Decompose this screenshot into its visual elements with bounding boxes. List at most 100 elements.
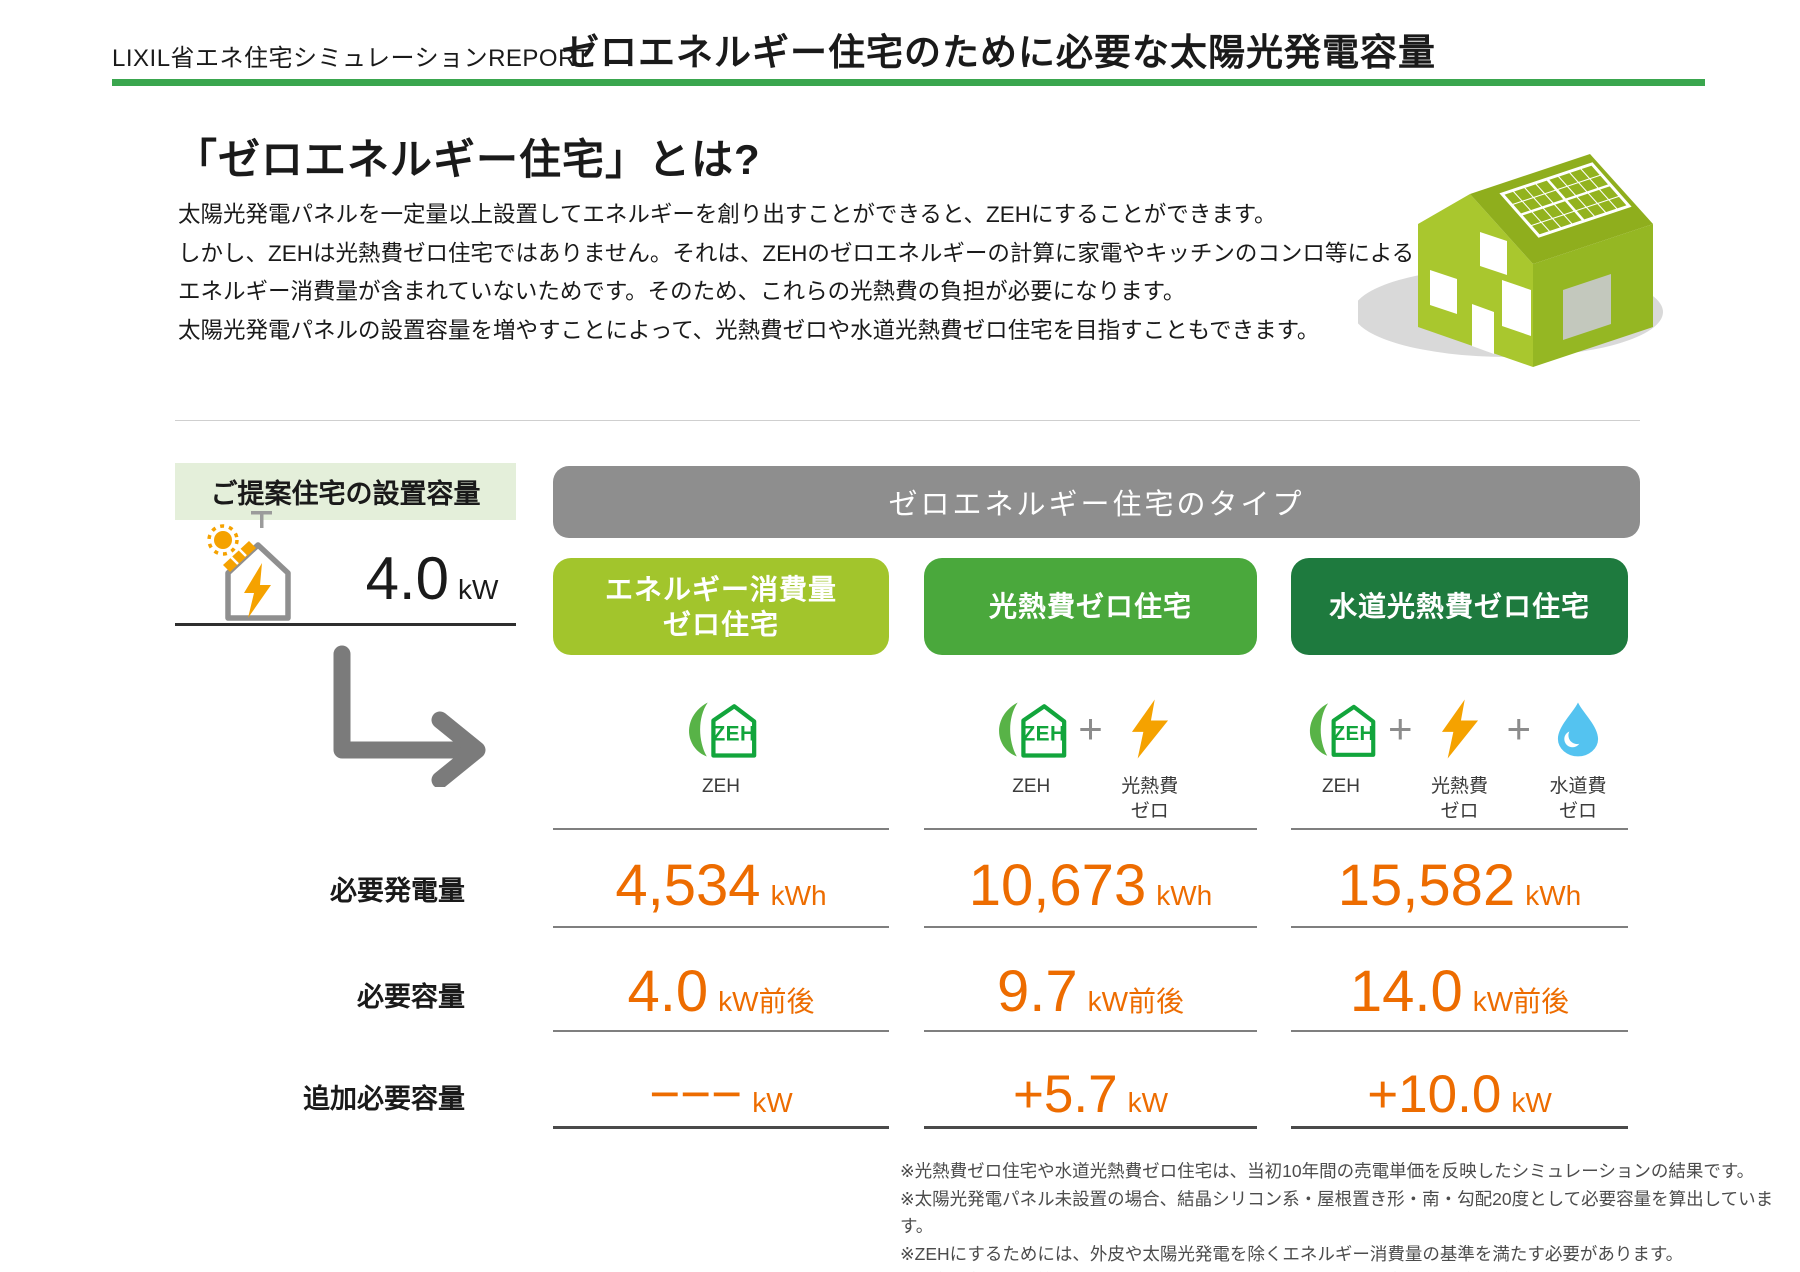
flow-arrow-icon — [320, 642, 515, 792]
column-title: 水道光熱費ゼロ住宅 — [1291, 558, 1628, 655]
badge-label: ZEH — [1321, 776, 1360, 797]
badge-unit-lightning: 光熱費 ゼロ — [1108, 692, 1192, 824]
row-label-additional-capacity: 追加必要容量 — [303, 1084, 465, 1114]
value-unit: kW前後 — [1472, 986, 1570, 1017]
column-title: エネルギー消費量 ゼロ住宅 — [553, 558, 889, 655]
value-unit: kW — [752, 1087, 793, 1118]
value-number: 15,582 — [1337, 853, 1516, 918]
footnote-line: ※太陽光発電パネル未設置の場合、結晶シリコン系・屋根置き形・南・勾配20度として… — [900, 1188, 1774, 1237]
svg-text:ZEH: ZEH — [712, 722, 755, 745]
column-title: 光熱費ゼロ住宅 — [924, 558, 1257, 655]
value-number: 4.0 — [627, 959, 709, 1024]
section-divider — [175, 420, 1640, 421]
additional-capacity-value: +10.0 kW — [1291, 1062, 1628, 1128]
svg-text:ZEH: ZEH — [1023, 722, 1066, 745]
required-capacity-value: 4.0 kW前後 — [553, 956, 889, 1028]
required-generation-value: 4,534 kWh — [553, 850, 889, 922]
intro-line: エネルギー消費量が含まれていないためです。そのため、これらの光熱費の負担が必要に… — [178, 279, 1186, 304]
value-unit: kWh — [770, 880, 827, 911]
badge-unit-zeh: ZEH ZEH — [1299, 692, 1383, 799]
value-unit: kW — [1511, 1087, 1552, 1118]
intro-line: 太陽光発電パネルの設置容量を増やすことによって、光熱費ゼロや水道光熱費ゼロ住宅を… — [178, 317, 1320, 343]
value-number: +5.7 — [1012, 1065, 1118, 1124]
value-underline — [924, 1126, 1257, 1129]
plus-sign: + — [1387, 705, 1413, 752]
value-unit: kWh — [1525, 880, 1582, 911]
badge-row: ZEH ZEH — [553, 692, 889, 799]
column-rule — [924, 828, 1257, 830]
badge-row: ZEH ZEH + 光熱費 ゼロ + — [1291, 692, 1628, 824]
proposal-capacity-value: 4.0 kW — [348, 540, 516, 618]
svg-text:ZEH: ZEH — [1333, 723, 1375, 745]
additional-capacity-value: +5.7 kW — [924, 1062, 1257, 1128]
solar-home-icon — [198, 505, 303, 630]
solar-house-illustration-icon — [1353, 112, 1688, 379]
page-title: ゼロエネルギー住宅のために必要な太陽光発電容量 — [562, 32, 1436, 73]
row-label-required-capacity: 必要容量 — [357, 982, 465, 1012]
footnotes: ※光熱費ゼロ住宅や水道光熱費ゼロ住宅は、当初10年間の売電単価を反映したシミュレ… — [900, 1158, 1800, 1272]
value-number: 9.7 — [996, 959, 1078, 1024]
value-underline — [553, 926, 889, 928]
footnote-line: ※一定の条件下で算出した値であり、実際の必要発電量や必要容量とは差異が生じます。 — [900, 1268, 1800, 1272]
value-unit: kWh — [1156, 880, 1213, 911]
row-label-required-generation: 必要発電量 — [330, 876, 465, 906]
badge-unit-water: 水道費 ゼロ — [1536, 692, 1620, 824]
zeh-badge-icon: ZEH — [1306, 692, 1376, 766]
footnote-line: ※ZEHにするためには、外皮や太陽光発電を除くエネルギー消費量の基準を満たす必要… — [900, 1243, 1684, 1264]
value-underline — [1291, 926, 1628, 928]
required-capacity-value: 9.7 kW前後 — [924, 956, 1257, 1028]
value-number: 14.0 — [1349, 959, 1463, 1024]
badge-label: ZEH — [1012, 776, 1051, 797]
value-number: 10,673 — [968, 853, 1147, 918]
proposal-capacity-label-text: ご提案住宅の設置容量 — [210, 479, 481, 509]
badge-label: ZEH — [702, 776, 740, 797]
value-unit: kW — [1127, 1087, 1169, 1118]
value-underline — [1291, 1030, 1628, 1032]
proposal-capacity-label: ご提案住宅の設置容量 — [175, 463, 516, 520]
column-water-utility-zero: 水道光熱費ゼロ住宅 ZEH ZEH + 光 — [1291, 558, 1628, 1129]
plus-sign: + — [1078, 705, 1103, 752]
types-header-text: ゼロエネルギー住宅のタイプ — [888, 489, 1305, 521]
badge-label: 光熱費 ゼロ — [1430, 776, 1488, 822]
badge-row: ZEH ZEH + 光熱費 ゼロ — [924, 692, 1257, 824]
badge-label: 水道費 ゼロ — [1549, 776, 1607, 822]
additional-capacity-value: −−− kW — [553, 1062, 889, 1128]
value-number: −−− — [649, 1065, 743, 1124]
value-unit: kW前後 — [1087, 986, 1185, 1017]
zeh-badge-icon: ZEH — [995, 692, 1067, 766]
value-underline — [924, 926, 1257, 928]
lightning-icon — [1131, 692, 1169, 766]
required-generation-value: 10,673 kWh — [924, 850, 1257, 922]
value-underline — [924, 1030, 1257, 1032]
value-unit: kW前後 — [718, 986, 815, 1017]
required-capacity-value: 14.0 kW前後 — [1291, 956, 1628, 1028]
plus-sign: + — [1506, 705, 1532, 752]
column-rule — [1291, 828, 1628, 830]
required-generation-value: 15,582 kWh — [1291, 850, 1628, 922]
water-drop-icon — [1557, 692, 1599, 766]
proposal-underline — [175, 623, 516, 626]
proposal-capacity-number: 4.0 — [365, 545, 449, 612]
column-energy-zero: エネルギー消費量 ゼロ住宅 ZEH ZEH 4,534 kWh 4.0 kW前後 — [553, 558, 889, 1129]
value-underline — [1291, 1126, 1628, 1129]
intro-paragraph: 太陽光発電パネルを一定量以上設置してエネルギーを創り出すことができると、ZEHに… — [178, 196, 1414, 350]
badge-unit-zeh: ZEH ZEH — [666, 692, 776, 799]
value-number: +10.0 — [1367, 1065, 1502, 1124]
footnote-line: ※光熱費ゼロ住宅や水道光熱費ゼロ住宅は、当初10年間の売電単価を反映したシミュレ… — [900, 1161, 1755, 1181]
badge-unit-lightning: 光熱費 ゼロ — [1418, 692, 1502, 824]
column-utility-zero: 光熱費ゼロ住宅 ZEH ZEH + 光熱費 — [924, 558, 1257, 1129]
header-rule — [112, 79, 1705, 86]
badge-label: 光熱費 ゼロ — [1121, 776, 1179, 822]
proposal-capacity-unit: kW — [457, 574, 499, 605]
types-header-band: ゼロエネルギー住宅のタイプ — [553, 466, 1640, 538]
report-label: LIXIL省エネ住宅シミュレーションREPORT — [112, 45, 591, 72]
value-underline — [553, 1126, 889, 1129]
intro-heading: 「ゼロエネルギー住宅」とは? — [175, 136, 761, 183]
value-underline — [553, 1030, 889, 1032]
lightning-icon — [1441, 692, 1479, 766]
intro-line: しかし、ZEHは光熱費ゼロ住宅ではありません。それは、ZEHのゼロエネルギーの計… — [178, 240, 1415, 266]
value-number: 4,534 — [615, 853, 761, 918]
badge-unit-zeh: ZEH ZEH — [989, 692, 1073, 799]
zeh-badge-icon: ZEH — [685, 692, 757, 766]
